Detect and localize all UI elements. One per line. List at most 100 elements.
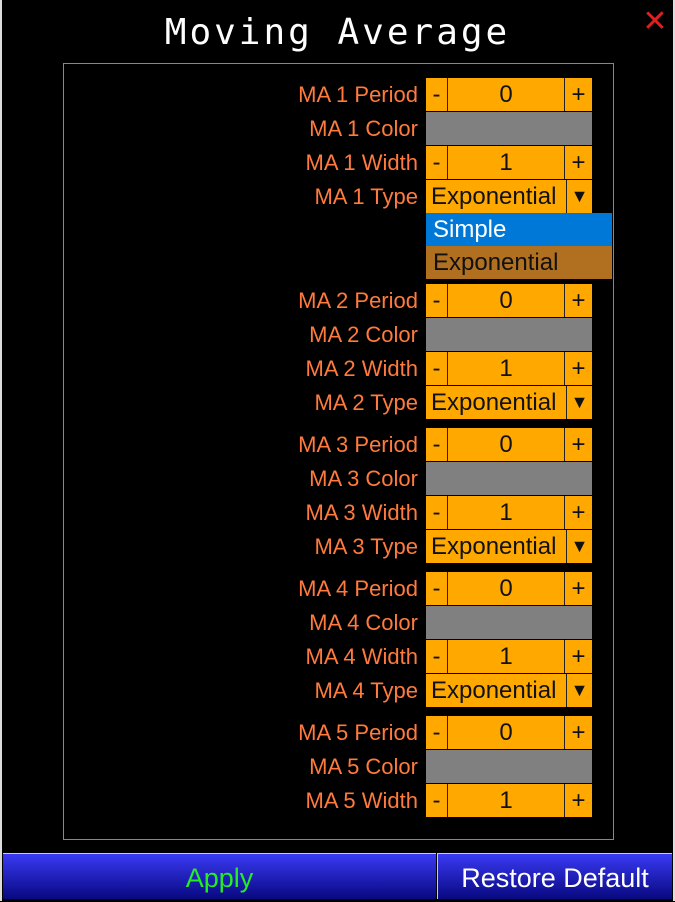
ma-1-type-label: MA 1 Type (314, 184, 418, 209)
ma-4-width-row: MA 4 Width - 1 + (64, 640, 613, 673)
ma-4-type-select[interactable]: Exponential ▼ (426, 674, 592, 707)
ma-4-color-swatch[interactable] (426, 606, 592, 639)
ma-3-period-value[interactable]: 0 (499, 431, 513, 458)
ma-1-period-row: MA 1 Period - 0 + (64, 78, 613, 111)
increment-button[interactable]: + (564, 640, 592, 673)
decrement-button[interactable]: - (426, 784, 448, 817)
ma-3-width-stepper[interactable]: - 1 + (426, 496, 592, 529)
chevron-down-icon[interactable]: ▼ (566, 674, 592, 707)
ma-4-period-label: MA 4 Period (298, 576, 418, 601)
ma-3-period-label: MA 3 Period (298, 432, 418, 457)
ma-2-period-stepper[interactable]: - 0 + (426, 284, 592, 317)
decrement-button[interactable]: - (426, 146, 448, 179)
decrement-button[interactable]: - (426, 572, 448, 605)
ma-2-color-row: MA 2 Color (64, 318, 613, 351)
ma-2-width-label: MA 2 Width (305, 356, 418, 381)
ma-1-type-row: MA 1 Type Exponential ▼ (64, 180, 613, 213)
decrement-button[interactable]: - (426, 496, 448, 529)
selected-type: Exponential (431, 183, 557, 210)
ma-2-period-value[interactable]: 0 (499, 287, 513, 314)
selected-type: Exponential (431, 533, 557, 560)
ma-1-color-label: MA 1 Color (309, 116, 418, 141)
ma-2-color-label: MA 2 Color (309, 322, 418, 347)
ma-1-color-swatch[interactable] (426, 112, 592, 145)
type-dropdown-list[interactable]: Simple Exponential (426, 213, 612, 279)
ma-5-width-row: MA 5 Width - 1 + (64, 784, 613, 817)
ma-2-period-label: MA 2 Period (298, 288, 418, 313)
ma-2-width-value[interactable]: 1 (499, 355, 513, 382)
increment-button[interactable]: + (564, 572, 592, 605)
ma-2-type-row: MA 2 Type Exponential ▼ (64, 386, 613, 419)
increment-button[interactable]: + (564, 352, 592, 385)
ma-5-period-value[interactable]: 0 (499, 719, 513, 746)
ma-5-width-value[interactable]: 1 (499, 787, 513, 814)
decrement-button[interactable]: - (426, 352, 448, 385)
increment-button[interactable]: + (564, 78, 592, 111)
ma-5-width-stepper[interactable]: - 1 + (426, 784, 592, 817)
decrement-button[interactable]: - (426, 716, 448, 749)
restore-default-button[interactable]: Restore Default (437, 853, 672, 899)
increment-button[interactable]: + (564, 146, 592, 179)
ma-3-width-label: MA 3 Width (305, 500, 418, 525)
decrement-button[interactable]: - (426, 78, 448, 111)
decrement-button[interactable]: - (426, 284, 448, 317)
ma-4-width-stepper[interactable]: - 1 + (426, 640, 592, 673)
ma-1-period-label: MA 1 Period (298, 82, 418, 107)
ma-1-width-stepper[interactable]: - 1 + (426, 146, 592, 179)
ma-4-type-label: MA 4 Type (314, 678, 418, 703)
ma-1-width-value[interactable]: 1 (499, 149, 513, 176)
increment-button[interactable]: + (564, 428, 592, 461)
ma-1-period-stepper[interactable]: - 0 + (426, 78, 592, 111)
close-icon[interactable]: ✕ (642, 5, 668, 38)
increment-button[interactable]: + (564, 784, 592, 817)
dropdown-option-exponential[interactable]: Exponential (426, 246, 612, 279)
ma-5-color-swatch[interactable] (426, 750, 592, 783)
ma-1-period-value[interactable]: 0 (499, 81, 513, 108)
apply-button[interactable]: Apply (3, 853, 436, 899)
ma-4-width-value[interactable]: 1 (499, 643, 513, 670)
ma-3-color-swatch[interactable] (426, 462, 592, 495)
ma-3-period-stepper[interactable]: - 0 + (426, 428, 592, 461)
selected-type: Exponential (431, 389, 557, 416)
ma-5-color-label: MA 5 Color (309, 754, 418, 779)
ma-3-type-label: MA 3 Type (314, 534, 418, 559)
ma-2-type-select[interactable]: Exponential ▼ (426, 386, 592, 419)
ma-4-width-label: MA 4 Width (305, 644, 418, 669)
chevron-down-icon[interactable]: ▼ (566, 530, 592, 563)
ma-1-width-label: MA 1 Width (305, 150, 418, 175)
ma-3-color-row: MA 3 Color (64, 462, 613, 495)
ma-1-type-select[interactable]: Exponential ▼ (426, 180, 592, 213)
ma-5-period-stepper[interactable]: - 0 + (426, 716, 592, 749)
ma-3-type-select[interactable]: Exponential ▼ (426, 530, 592, 563)
increment-button[interactable]: + (564, 716, 592, 749)
ma-4-color-row: MA 4 Color (64, 606, 613, 639)
increment-button[interactable]: + (564, 496, 592, 529)
ma-3-width-value[interactable]: 1 (499, 499, 513, 526)
ma-2-width-row: MA 2 Width - 1 + (64, 352, 613, 385)
chevron-down-icon[interactable]: ▼ (566, 386, 592, 419)
ma-4-period-value[interactable]: 0 (499, 575, 513, 602)
ma-1-color-row: MA 1 Color (64, 112, 613, 145)
ma-4-type-row: MA 4 Type Exponential ▼ (64, 674, 613, 707)
ma-3-color-label: MA 3 Color (309, 466, 418, 491)
ma-5-width-label: MA 5 Width (305, 788, 418, 813)
ma-2-width-stepper[interactable]: - 1 + (426, 352, 592, 385)
dropdown-option-simple[interactable]: Simple (426, 213, 612, 246)
ma-2-type-label: MA 2 Type (314, 390, 418, 415)
ma-5-period-label: MA 5 Period (298, 720, 418, 745)
ma-2-color-swatch[interactable] (426, 318, 592, 351)
ma-5-period-row: MA 5 Period - 0 + (64, 716, 613, 749)
ma-4-color-label: MA 4 Color (309, 610, 418, 635)
settings-list[interactable]: MA 1 Period -0 + MA 1 Color MA 1 Width -1 + MA … (64, 64, 613, 825)
ma-4-period-stepper[interactable]: - 0 + (426, 572, 592, 605)
settings-panel[interactable]: MA 1 Period -0 + MA 1 Color MA 1 Width -1 + MA … (63, 63, 614, 840)
decrement-button[interactable]: - (426, 640, 448, 673)
selected-type: Exponential (431, 677, 557, 704)
decrement-button[interactable]: - (426, 428, 448, 461)
ma-2-period-row: MA 2 Period - 0 + (64, 284, 613, 317)
ma-4-period-row: MA 4 Period - 0 + (64, 572, 613, 605)
ma-1-width-row: MA 1 Width - 1 + (64, 146, 613, 179)
increment-button[interactable]: + (564, 284, 592, 317)
chevron-down-icon[interactable]: ▼ (566, 180, 592, 213)
